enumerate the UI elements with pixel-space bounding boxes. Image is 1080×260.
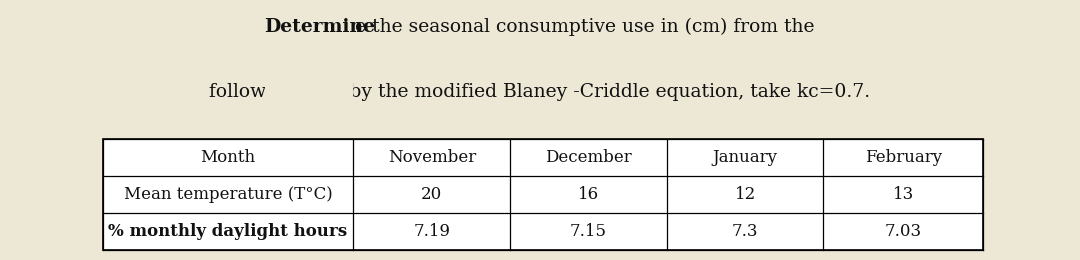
- Text: 7.19: 7.19: [414, 223, 450, 240]
- Bar: [103, 139, 983, 250]
- Text: 12: 12: [734, 186, 756, 203]
- Text: Month: Month: [201, 149, 256, 166]
- Text: Determine: Determine: [265, 18, 376, 36]
- Text: 7.15: 7.15: [570, 223, 607, 240]
- Text: following data by the modified Blaney -Criddle equation, take kc=0.7.: following data by the modified Blaney -C…: [210, 83, 870, 101]
- Text: February: February: [865, 149, 942, 166]
- Text: Determine the seasonal consumptive use in (cm) from the: Determine the seasonal consumptive use i…: [266, 18, 814, 36]
- Text: 20: 20: [421, 186, 443, 203]
- Text: % monthly daylight hours: % monthly daylight hours: [108, 223, 348, 240]
- Text: Mean temperature (T°C): Mean temperature (T°C): [123, 186, 333, 203]
- Text: 7.3: 7.3: [732, 223, 758, 240]
- Text: 7.03: 7.03: [885, 223, 921, 240]
- Text: November: November: [388, 149, 476, 166]
- Bar: [265, 13, 353, 104]
- Text: January: January: [713, 149, 778, 166]
- Text: 13: 13: [892, 186, 914, 203]
- Text: 16: 16: [578, 186, 599, 203]
- Text: December: December: [545, 149, 632, 166]
